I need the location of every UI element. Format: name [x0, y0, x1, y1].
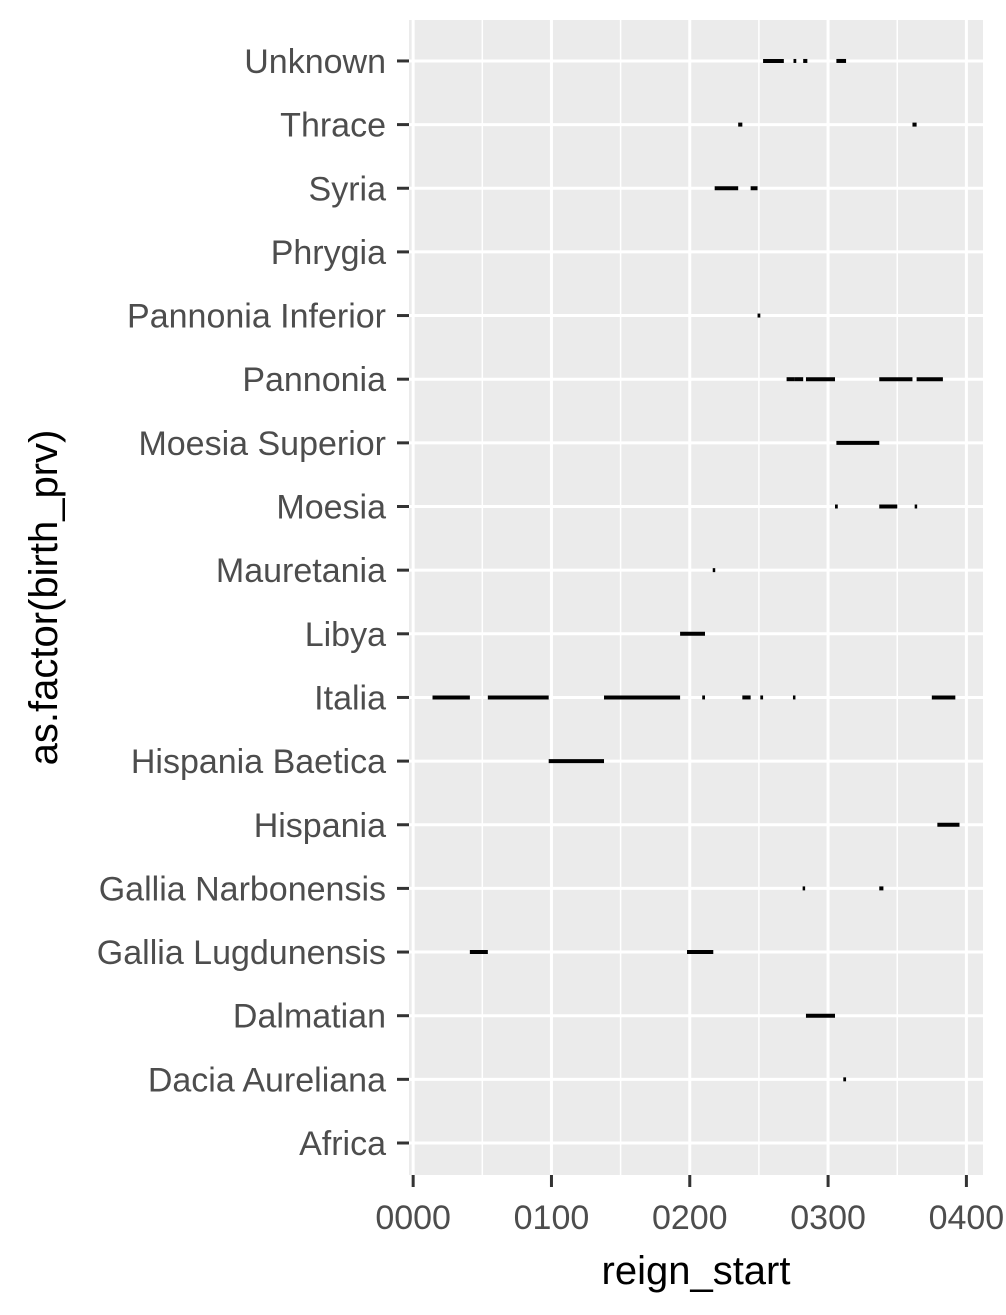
y-tick-label: Gallia Lugdunensis	[97, 934, 386, 972]
y-tick-label: Thrace	[280, 107, 386, 145]
grid-minor	[481, 20, 898, 1175]
y-tick-label: Pannonia Inferior	[127, 298, 386, 336]
x-axis-title: reign_start	[602, 1249, 791, 1293]
y-tick-label: Phrygia	[271, 234, 386, 272]
y-tick-label: Hispania	[254, 807, 386, 845]
y-tick-label: Africa	[299, 1125, 386, 1163]
x-tick-label: 0400	[929, 1199, 1005, 1237]
y-tick-label: Dacia Aureliana	[148, 1061, 386, 1099]
y-tick-label: Gallia Narbonensis	[99, 870, 386, 908]
x-axis: 0000 0100 0200 0300 0400	[375, 1175, 1004, 1237]
x-tick-label: 0000	[375, 1199, 451, 1237]
y-tick-label: Pannonia	[242, 361, 386, 399]
data-segments	[432, 58, 960, 1082]
plot-panel	[409, 20, 983, 1175]
y-tick-label: Dalmatian	[233, 998, 386, 1036]
x-tick-label: 0200	[652, 1199, 728, 1237]
y-tick-label: Unknown	[244, 43, 386, 81]
y-axis-title: as.factor(birth_prv)	[22, 430, 66, 766]
y-tick-label: Moesia	[276, 489, 386, 527]
y-tick-label: Libya	[305, 616, 386, 654]
y-tick-label: Syria	[309, 170, 387, 208]
y-axis: Africa Dacia Aureliana Dalmatian Gallia Lug…	[97, 43, 409, 1163]
y-tick-label: Hispania Baetica	[131, 743, 386, 781]
y-tick-label: Mauretania	[216, 552, 386, 590]
x-tick-label: 0100	[514, 1199, 590, 1237]
y-tick-label: Italia	[314, 679, 386, 717]
y-tick-label: Moesia Superior	[138, 425, 386, 463]
x-tick-label: 0300	[790, 1199, 866, 1237]
